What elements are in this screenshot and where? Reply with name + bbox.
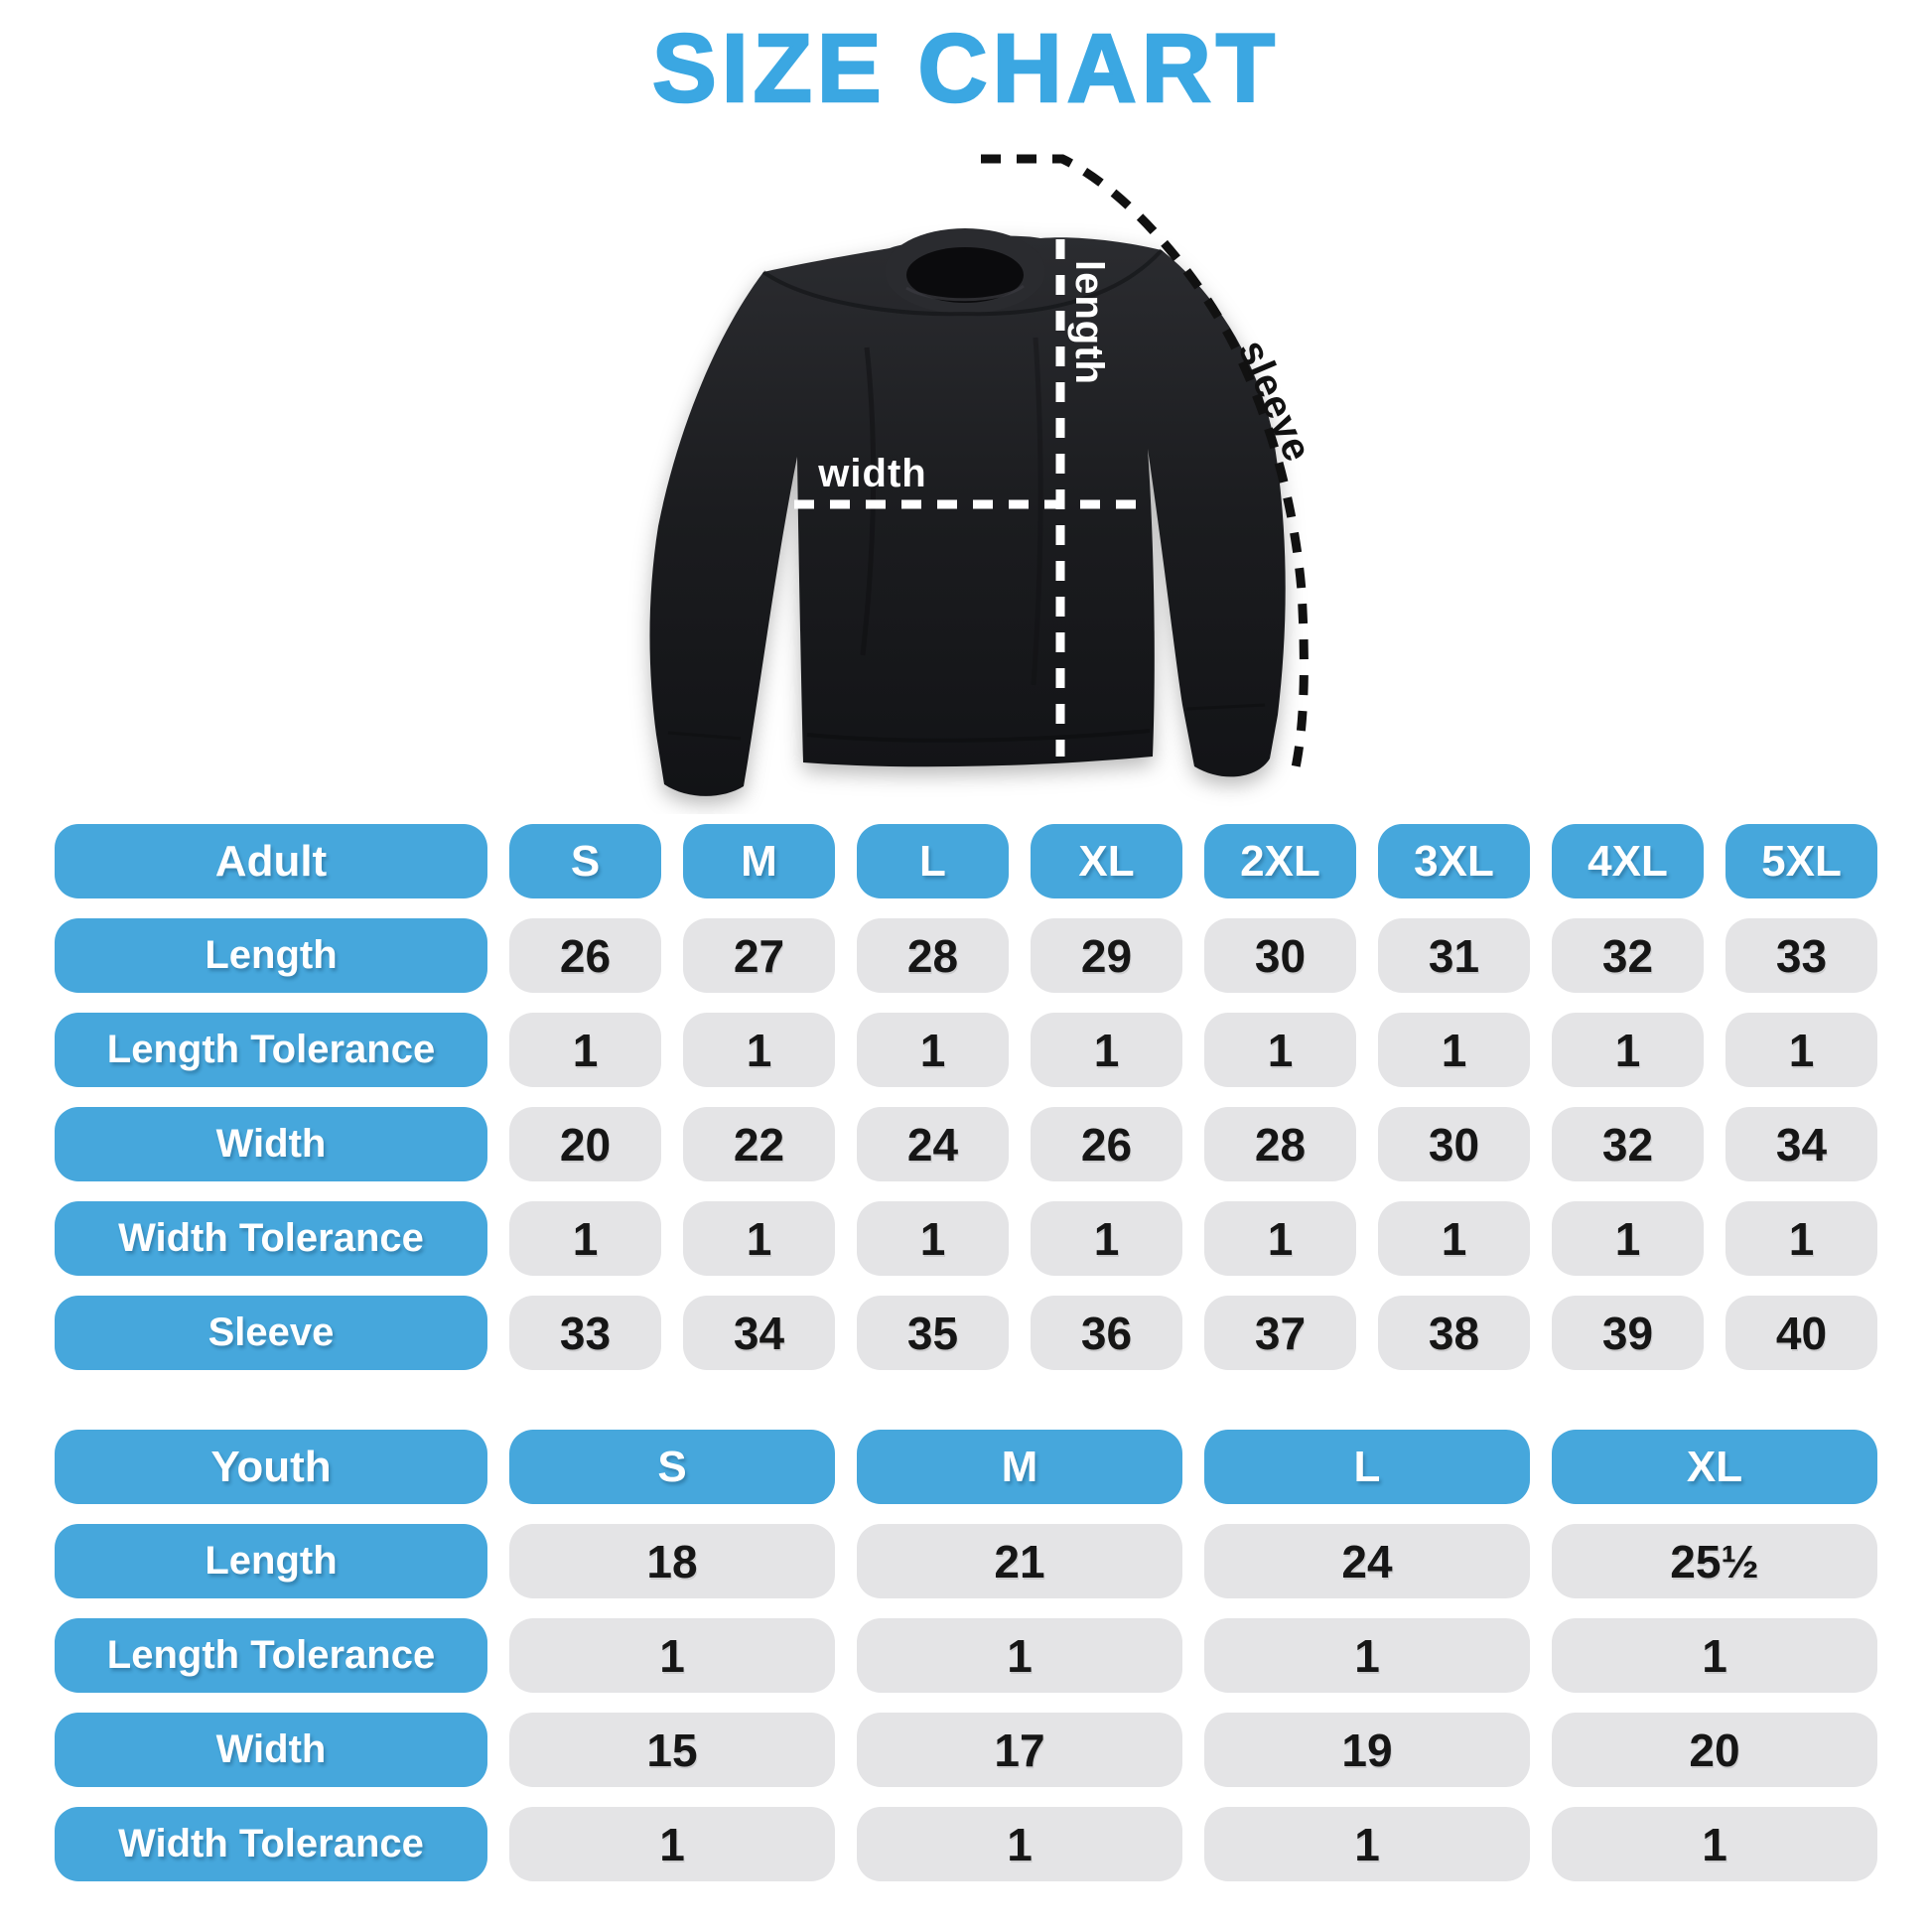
size-value-cell: 1 [1204, 1201, 1356, 1276]
size-column-header: 5XL [1725, 824, 1877, 898]
size-column-header: XL [1552, 1430, 1877, 1504]
sweatshirt-shape [649, 228, 1286, 796]
size-value-cell: 20 [509, 1107, 661, 1181]
size-value-cell: 1 [509, 1013, 661, 1087]
size-value-cell: 1 [509, 1807, 835, 1881]
size-value-cell: 1 [1552, 1618, 1877, 1693]
size-value-cell: 1 [509, 1618, 835, 1693]
size-value-cell: 1 [1552, 1201, 1704, 1276]
size-value-cell: 32 [1552, 1107, 1704, 1181]
size-value-cell: 26 [509, 918, 661, 993]
size-value-cell: 37 [1204, 1296, 1356, 1370]
size-value-cell: 29 [1031, 918, 1182, 993]
size-column-header: 2XL [1204, 824, 1356, 898]
width-label: width [817, 452, 926, 495]
size-value-cell: 1 [1204, 1618, 1530, 1693]
size-value-cell: 1 [1204, 1807, 1530, 1881]
size-value-cell: 1 [857, 1807, 1182, 1881]
size-value-cell: 32 [1552, 918, 1704, 993]
row-label: Width Tolerance [55, 1201, 487, 1276]
size-value-cell: 18 [509, 1524, 835, 1598]
size-value-cell: 1 [683, 1201, 835, 1276]
size-value-cell: 40 [1725, 1296, 1877, 1370]
size-value-cell: 34 [1725, 1107, 1877, 1181]
size-value-cell: 33 [509, 1296, 661, 1370]
sweatshirt-diagram: width length sleeve [569, 99, 1363, 814]
size-value-cell: 1 [857, 1201, 1009, 1276]
size-column-header: XL [1031, 824, 1182, 898]
size-value-cell: 1 [1552, 1807, 1877, 1881]
size-value-cell: 1 [1552, 1013, 1704, 1087]
row-label: Width Tolerance [55, 1807, 487, 1881]
adult-size-table: Adult S M L XL 2XL 3XL 4XL 5XL Length 26 27 28 29 30 31… [55, 824, 1877, 1370]
size-value-cell: 1 [1204, 1013, 1356, 1087]
size-value-cell: 1 [1725, 1201, 1877, 1276]
size-value-cell: 28 [857, 918, 1009, 993]
size-value-cell: 1 [1378, 1013, 1530, 1087]
size-value-cell: 34 [683, 1296, 835, 1370]
size-value-cell: 31 [1378, 918, 1530, 993]
size-column-header: L [857, 824, 1009, 898]
size-value-cell: 39 [1552, 1296, 1704, 1370]
sleeve-measure-line [981, 154, 1309, 773]
size-value-cell: 30 [1204, 918, 1356, 993]
row-label: Width [55, 1713, 487, 1787]
row-label: Width [55, 1107, 487, 1181]
size-column-header: 4XL [1552, 824, 1704, 898]
size-value-cell: 1 [1031, 1201, 1182, 1276]
size-value-cell: 1 [1378, 1201, 1530, 1276]
size-column-header: S [509, 824, 661, 898]
size-column-header: M [683, 824, 835, 898]
size-value-cell: 24 [1204, 1524, 1530, 1598]
size-value-cell: 1 [857, 1013, 1009, 1087]
size-value-cell: 26 [1031, 1107, 1182, 1181]
row-label: Length [55, 918, 487, 993]
size-value-cell: 30 [1378, 1107, 1530, 1181]
page-title: SIZE CHART [651, 14, 1280, 122]
size-value-cell: 1 [1031, 1013, 1182, 1087]
sweatshirt-illustration: width length sleeve [649, 154, 1319, 796]
table-group-header: Adult [55, 824, 487, 898]
size-value-cell: 1 [857, 1618, 1182, 1693]
size-value-cell: 35 [857, 1296, 1009, 1370]
row-label: Sleeve [55, 1296, 487, 1370]
size-value-cell: 19 [1204, 1713, 1530, 1787]
size-value-cell: 17 [857, 1713, 1182, 1787]
length-label: length [1067, 260, 1111, 385]
row-label: Length Tolerance [55, 1618, 487, 1693]
size-value-cell: 24 [857, 1107, 1009, 1181]
row-label: Length [55, 1524, 487, 1598]
size-value-cell: 1 [683, 1013, 835, 1087]
row-label: Length Tolerance [55, 1013, 487, 1087]
size-value-cell: 21 [857, 1524, 1182, 1598]
size-value-cell: 20 [1552, 1713, 1877, 1787]
size-column-header: S [509, 1430, 835, 1504]
size-value-cell: 27 [683, 918, 835, 993]
size-value-cell: 36 [1031, 1296, 1182, 1370]
size-value-cell: 15 [509, 1713, 835, 1787]
collar-inner [906, 247, 1024, 303]
size-value-cell: 33 [1725, 918, 1877, 993]
size-value-cell: 1 [1725, 1013, 1877, 1087]
size-column-header: M [857, 1430, 1182, 1504]
size-column-header: L [1204, 1430, 1530, 1504]
table-group-header: Youth [55, 1430, 487, 1504]
size-column-header: 3XL [1378, 824, 1530, 898]
size-value-cell: 28 [1204, 1107, 1356, 1181]
youth-size-table: Youth S M L XL Length 18 21 24 25½ Length Toleranc… [55, 1430, 1877, 1881]
size-value-cell: 1 [509, 1201, 661, 1276]
size-value-cell: 38 [1378, 1296, 1530, 1370]
size-value-cell: 25½ [1552, 1524, 1877, 1598]
size-value-cell: 22 [683, 1107, 835, 1181]
